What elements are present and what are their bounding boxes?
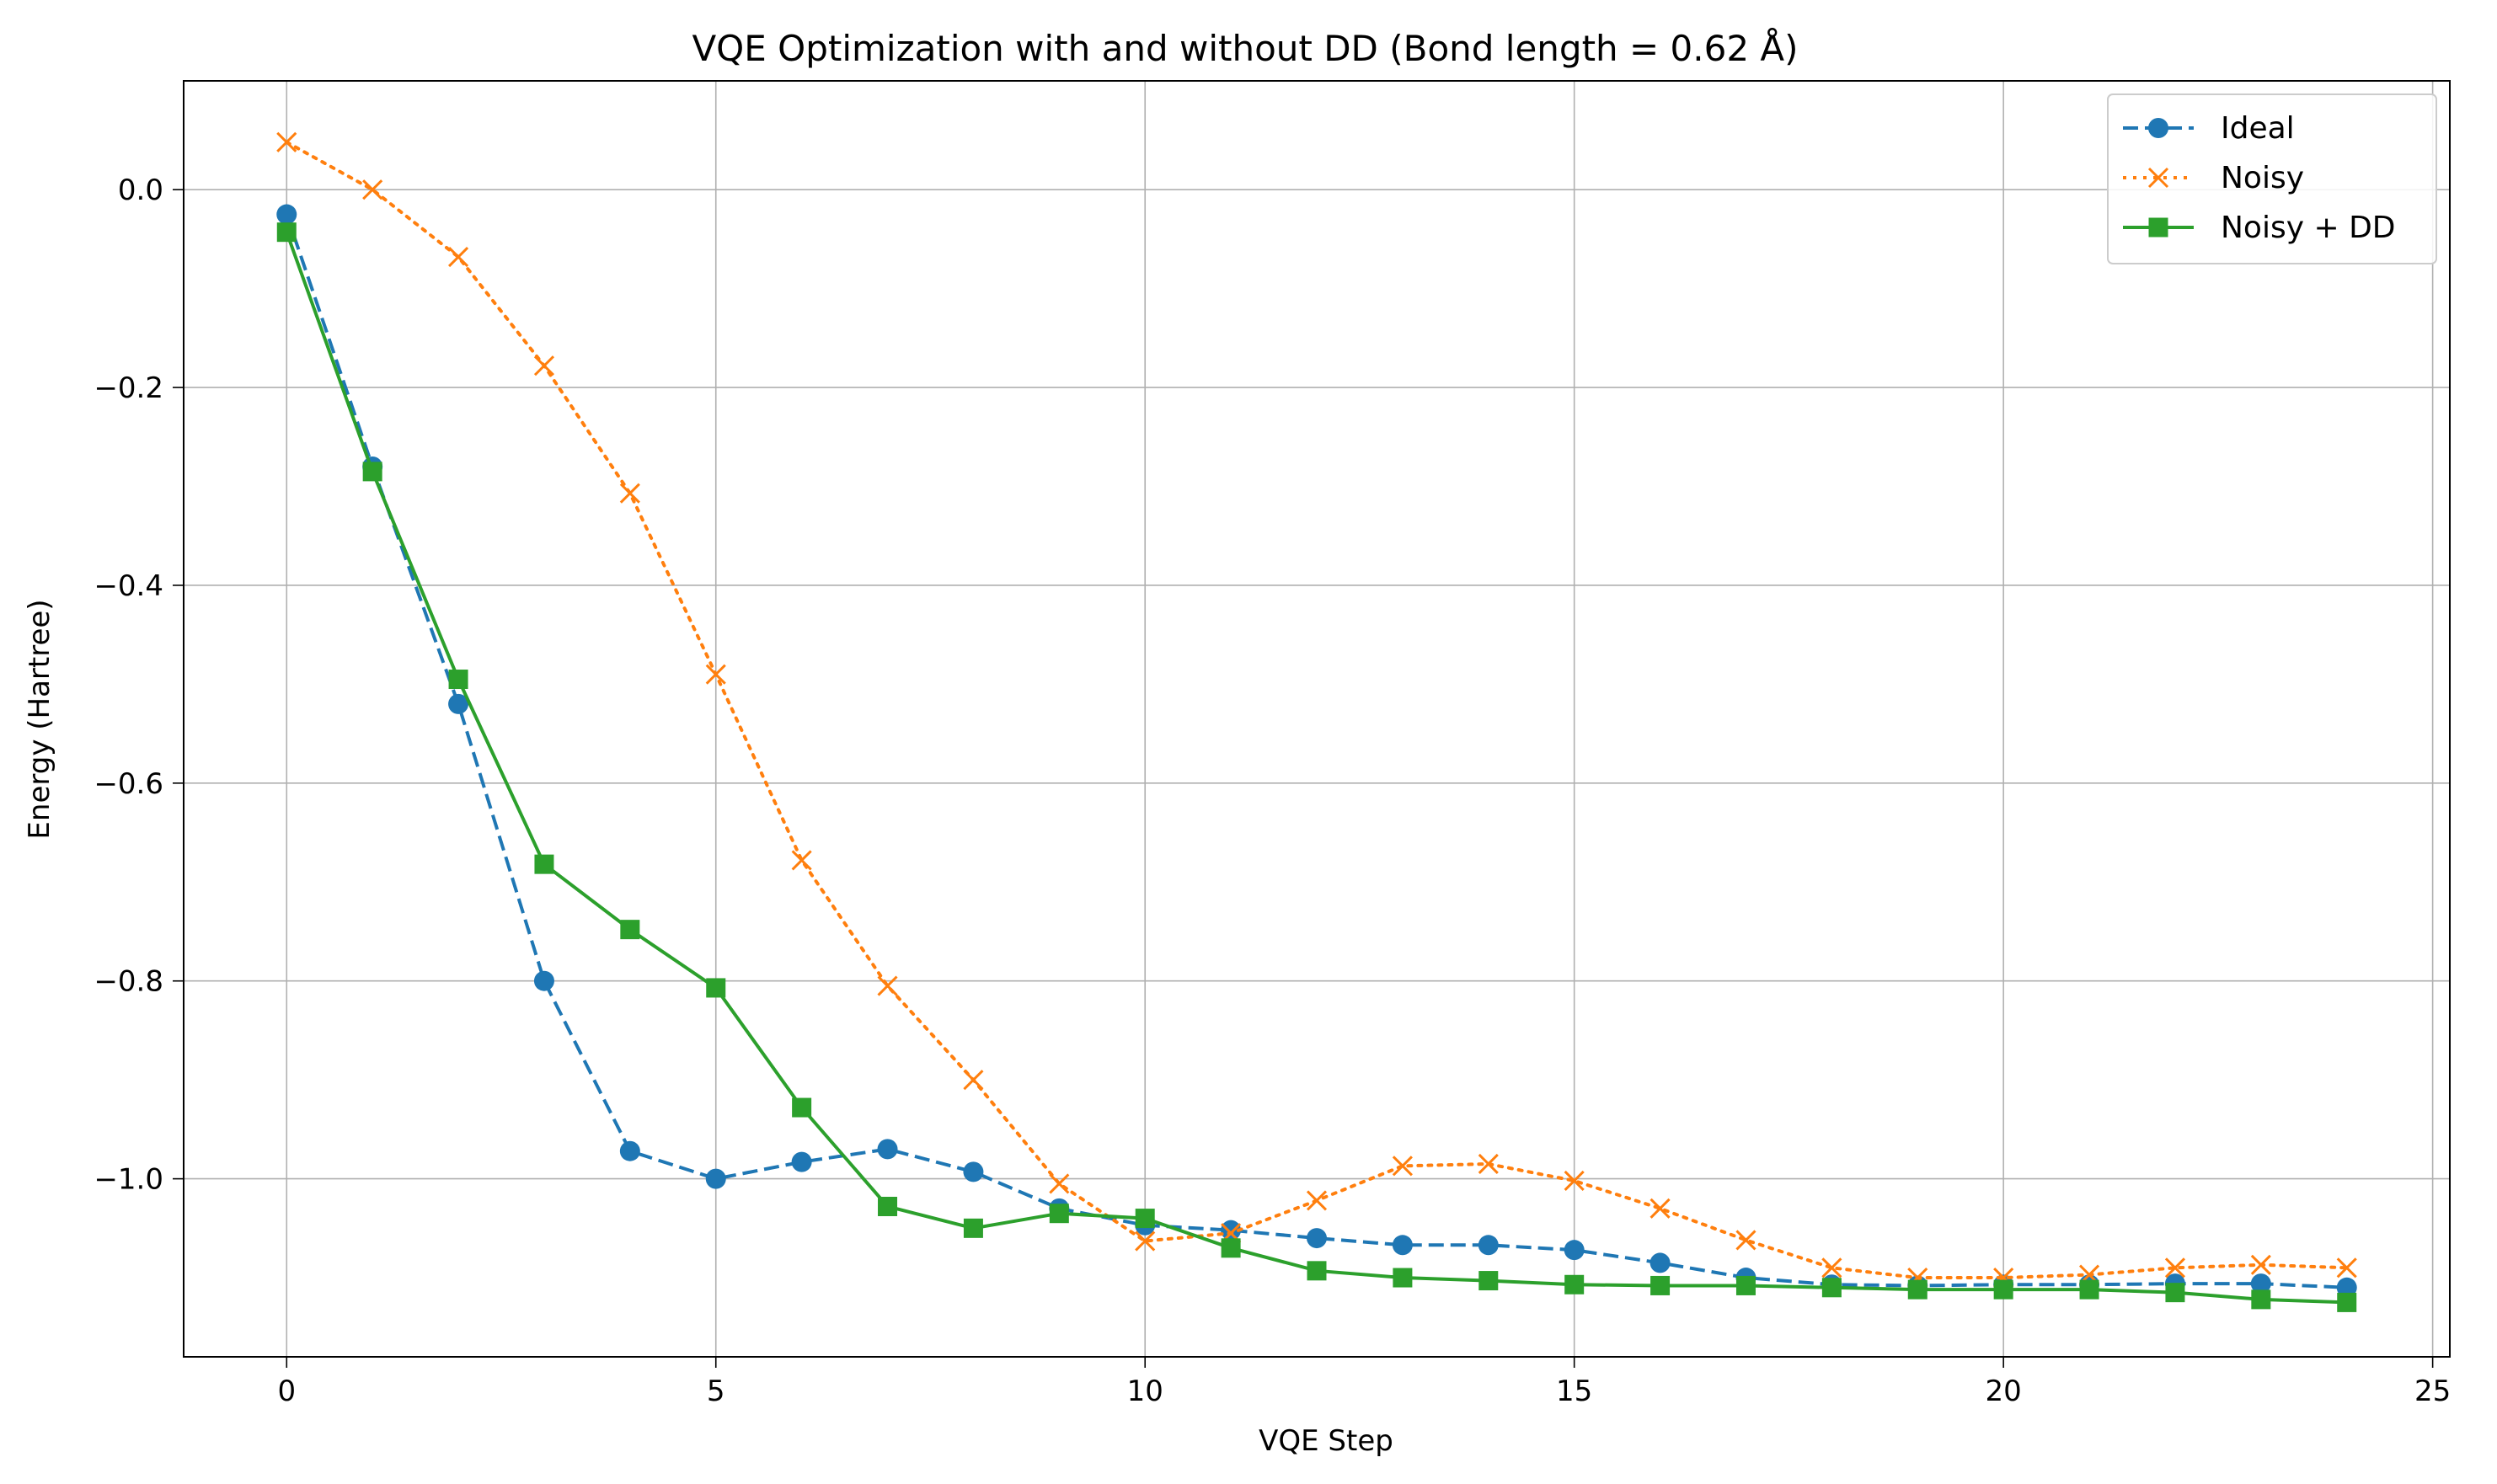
legend-marker-ideal (2148, 118, 2168, 138)
data-point-noisy-dd (2251, 1289, 2271, 1310)
data-point-ideal (2336, 1277, 2357, 1298)
y-tick-label: −0.2 (94, 371, 163, 405)
data-point-noisy-dd (1564, 1274, 1585, 1294)
legend-box (2107, 93, 2437, 264)
data-point-noisy (533, 355, 555, 376)
data-point-noisy (362, 179, 383, 200)
data-point-noisy-dd (1821, 1278, 1842, 1298)
y-tick-label: −0.6 (94, 767, 163, 801)
x-tick-label: 5 (707, 1375, 725, 1408)
data-point-ideal (1478, 1235, 1499, 1256)
y-tick-label: −0.4 (94, 569, 163, 603)
y-axis-label: Energy (Hartree) (23, 599, 56, 839)
data-point-noisy (1735, 1230, 1756, 1251)
data-point-ideal (1392, 1235, 1413, 1256)
data-point-noisy-dd (276, 222, 297, 243)
data-point-noisy (2336, 1257, 2357, 1278)
data-point-ideal (1564, 1240, 1585, 1261)
data-point-ideal (963, 1161, 984, 1182)
y-tick-label: −0.8 (94, 965, 163, 999)
plot-frame (183, 80, 2451, 1358)
data-point-noisy-dd (534, 854, 554, 874)
data-point-noisy-dd (362, 462, 382, 482)
legend-label-noisy-dd: Noisy + DD (2221, 211, 2396, 245)
data-point-noisy-dd (2079, 1279, 2099, 1300)
y-axis: 0.0 −0.2 −0.4 −0.6 −0.8 −1.0 (94, 173, 184, 1197)
data-point-noisy (619, 483, 640, 504)
data-point-noisy (877, 975, 898, 996)
data-point-noisy-dd (448, 670, 468, 690)
data-point-noisy-dd (2337, 1292, 2357, 1312)
x-tick-label: 20 (1986, 1375, 2022, 1408)
data-point-ideal (619, 1140, 640, 1161)
data-point-noisy-dd (2165, 1283, 2185, 1303)
data-point-noisy (2250, 1254, 2271, 1275)
legend-label-noisy: Noisy (2221, 161, 2304, 195)
data-point-noisy-dd (1735, 1275, 1756, 1295)
data-point-noisy (1650, 1198, 1671, 1219)
legend-item-noisy: Noisy (2123, 161, 2304, 195)
x-axis-label: VQE Step (1259, 1424, 1393, 1458)
data-point-ideal (1650, 1252, 1671, 1273)
x-axis: 0 5 10 15 20 25 (277, 1357, 2451, 1408)
data-point-ideal (1307, 1228, 1327, 1249)
data-point-noisy-dd (1307, 1261, 1327, 1281)
data-point-ideal (2250, 1273, 2271, 1294)
data-point-noisy-dd (1907, 1279, 1928, 1300)
data-point-ideal (276, 204, 297, 225)
legend-marker-noisy (2147, 167, 2169, 189)
data-point-noisy (1564, 1170, 1585, 1192)
data-point-noisy (1478, 1153, 1499, 1175)
legend: Ideal Noisy Noisy + DD (2107, 93, 2437, 264)
data-point-noisy (448, 246, 469, 268)
x-tick-label: 15 (1556, 1375, 1592, 1408)
data-point-noisy-dd (620, 920, 640, 940)
y-tick-label: −1.0 (94, 1163, 163, 1197)
data-point-noisy-dd (1135, 1209, 1155, 1229)
series-layer (276, 131, 2357, 1312)
data-point-noisy-dd (1221, 1238, 1241, 1258)
y-tick-label: 0.0 (118, 173, 163, 207)
data-point-ideal (877, 1139, 898, 1160)
legend-marker-noisy-dd (2148, 217, 2168, 238)
data-point-noisy (963, 1070, 984, 1091)
data-point-noisy-dd (1049, 1204, 1069, 1224)
data-point-noisy-dd (1993, 1279, 2013, 1300)
data-point-noisy-dd (878, 1196, 898, 1216)
data-point-ideal (448, 693, 469, 714)
series-noisy-dd (276, 222, 2357, 1312)
x-tick-label: 25 (2414, 1375, 2451, 1408)
data-point-ideal (1221, 1220, 1242, 1241)
data-point-noisy-dd (1393, 1268, 1413, 1288)
data-point-noisy-dd (792, 1097, 812, 1118)
data-point-ideal (705, 1168, 726, 1189)
chart-title: VQE Optimization with and without DD (Bo… (692, 27, 1798, 69)
data-point-noisy (1821, 1257, 1842, 1278)
data-point-noisy (1392, 1156, 1413, 1177)
legend-label-ideal: Ideal (2221, 111, 2295, 146)
data-point-noisy (705, 664, 726, 685)
data-point-ideal (791, 1151, 812, 1172)
data-point-noisy-dd (706, 978, 726, 998)
x-tick-label: 10 (1127, 1375, 1163, 1408)
data-point-noisy (1306, 1190, 1328, 1211)
data-point-noisy (791, 850, 812, 871)
data-point-noisy-dd (1650, 1275, 1671, 1295)
legend-item-noisy-dd: Noisy + DD (2123, 211, 2396, 245)
data-point-noisy (2164, 1257, 2186, 1278)
data-point-ideal (533, 970, 554, 991)
legend-item-ideal: Ideal (2123, 111, 2295, 146)
data-point-noisy (1135, 1230, 1156, 1252)
data-point-noisy-dd (1478, 1271, 1499, 1291)
x-tick-label: 0 (277, 1375, 296, 1408)
grid (184, 81, 2450, 1357)
series-noisy (276, 131, 2357, 1289)
data-point-noisy (276, 131, 297, 152)
data-point-noisy-dd (963, 1218, 983, 1238)
data-point-noisy (1049, 1173, 1070, 1194)
